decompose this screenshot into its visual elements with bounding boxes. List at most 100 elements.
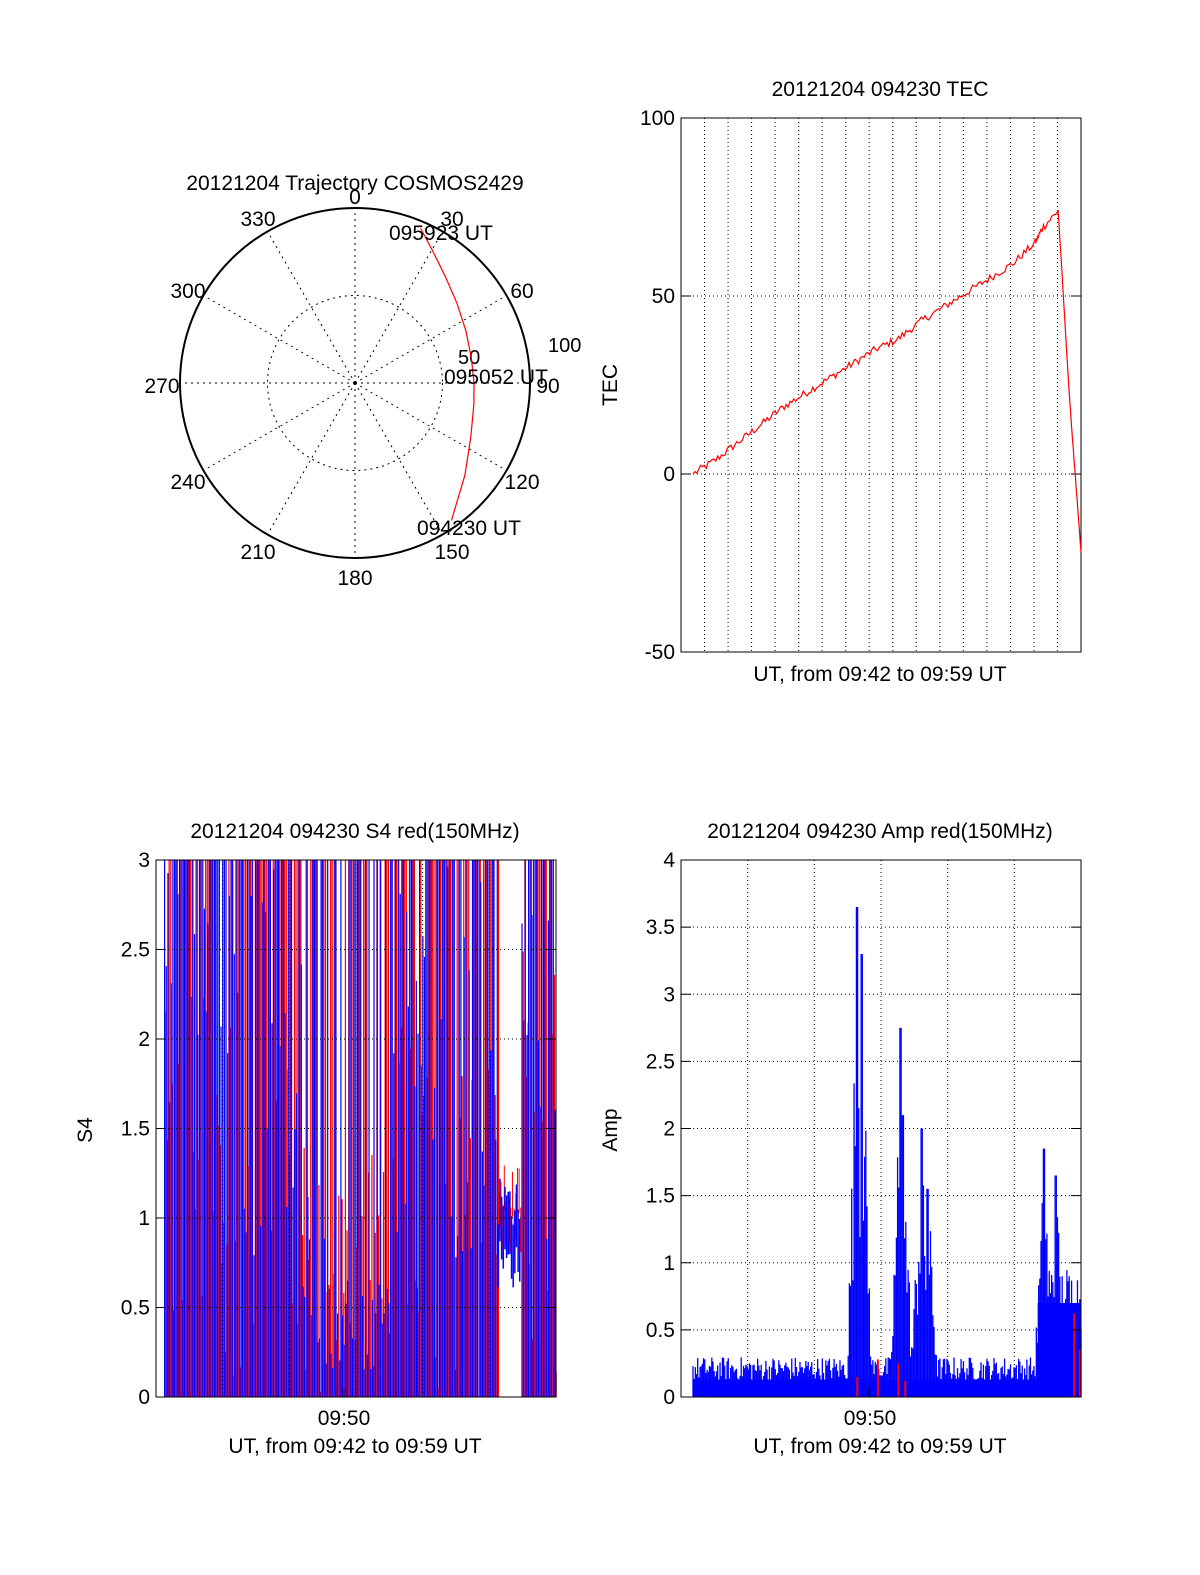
s4-blue-mark [260,1226,262,1397]
s4-blue-mark [350,860,352,1397]
s4-blue-mark [365,860,367,1397]
s4-blue-mark [333,860,335,1397]
s4-blue-mark [447,867,449,1397]
s4-blue-mark [371,1299,373,1397]
polar-grid-spoke [354,231,443,384]
s4-blue-mark [205,1011,207,1397]
polar-radius-label-100: 100 [548,335,581,357]
s4-blue-mark [185,860,187,1397]
s4-blue-mark [366,1354,368,1397]
s4-blue-mark [417,1033,419,1397]
polar-grid-spoke [203,295,356,384]
s4-red-mark [466,860,468,1397]
s4-blue-mark [178,860,181,1397]
tec-title: 20121204 094230 TEC [772,78,989,101]
polar-panel: 20121204 Trajectory COSMOS2429 0 30 60 90 12… [144,172,581,590]
s4-blue-mark [353,860,355,1397]
s4-blue-mark [277,860,280,1397]
y-tick-label: 0 [663,1386,675,1409]
s4-blue-mark [341,1315,344,1397]
polar-grid-spoke [354,295,507,384]
s4-red-mark [456,860,458,1397]
s4-yticks: 0 0.5 1 1.5 2 2.5 3 [121,849,556,1409]
polar-angle-label: 0 [349,186,361,209]
s4-blue-mark [483,1185,485,1397]
s4-blue-mark [495,1139,497,1397]
s4-blue-mark [475,860,477,1397]
s4-blue-mark [299,860,301,1397]
s4-blue-mark [245,1232,247,1397]
s4-red-mark [341,1199,343,1397]
s4-red-mark [497,860,500,1397]
s4-blue-mark [250,895,252,1397]
s4-blue-mark [243,1208,245,1397]
s4-blue-mark [490,1050,492,1397]
s4-blue-mark [348,860,350,1397]
trajectory-start-label: 094230 UT [417,517,521,540]
s4-red-mark [338,1195,340,1397]
s4-blue-mark [389,860,392,1397]
trajectory-end-label: 095923 UT [389,222,493,245]
s4-blue-mark [230,860,232,1397]
s4-blue-mark [370,1369,372,1397]
amp-panel: 20121204 094230 Amp red(150MHz) 0 0.5 1 1.5… [599,820,1082,1458]
s4-blue-mark [328,1288,330,1397]
s4-blue-mark [227,1053,229,1397]
s4-blue-mark [220,1026,222,1397]
polar-angle-label: 60 [510,280,533,303]
y-tick-label: 4 [663,849,675,872]
s4-blue-mark [281,860,283,1397]
s4-blue-mark [406,912,408,1397]
s4-blue-mark [168,1102,171,1397]
s4-red-mark [386,860,388,1397]
s4-red-mark [244,860,247,1397]
s4-blue-mark [419,860,421,1397]
s4-blue-mark [242,860,244,1397]
s4-blue-mark [496,860,498,1397]
s4-blue-mark [228,895,230,1397]
tec-yticks: -50 0 50 100 [640,107,1081,664]
s4-blue-mark [282,860,285,1397]
s4-blue-mark [437,860,439,1397]
s4-blue-mark [203,908,206,1397]
s4-blue-mark [305,860,307,1397]
s4-blue-mark [193,934,196,1397]
polar-title: 20121204 Trajectory COSMOS2429 [186,172,523,195]
polar-angle-label: 300 [170,280,205,303]
s4-red-mark [310,860,312,1397]
s4-blue-mark [420,1065,422,1397]
s4-blue-mark [165,966,167,1397]
s4-blue-mark [542,860,545,1397]
s4-red-mark [303,1147,305,1397]
s4-blue-mark [466,1182,469,1397]
s4-red-mark [323,860,325,1397]
s4-blue-mark [297,860,299,1397]
s4-blue-mark [402,860,405,1397]
y-tick-label: 3.5 [646,916,675,939]
s4-blue-mark [320,860,322,1397]
s4-red-mark [382,1171,385,1397]
s4-blue-mark [465,860,467,1397]
s4-blue-mark [225,860,227,1397]
s4-blue-mark [481,1151,484,1397]
s4-blue-mark [266,1128,268,1397]
s4-blue-mark [170,983,172,1397]
s4-blue-mark [255,860,257,1397]
s4-blue-mark [478,860,480,1397]
polar-angle-label: 180 [337,567,372,590]
s4-blue-mark [269,860,271,1397]
s4-grid [156,860,556,1397]
s4-blue-mark [493,860,495,1397]
s4-blue-mark [284,1012,286,1397]
polar-outer-circle [179,207,531,559]
s4-blue-mark [440,1019,442,1397]
s4-blue-mark [213,860,216,1397]
s4-blue-mark [327,860,329,1397]
s4-blue-mark [325,1363,327,1397]
s4-panel: 20121204 094230 S4 red(150MHz) 0 0.5 1 1.5 2… [74,820,557,1458]
s4-red-mark [293,860,295,1397]
amp-blue-floor [693,1379,1081,1397]
amp-yticks: 0 0.5 1 1.5 2 2.5 3 3.5 4 [646,849,1081,1409]
s4-blue-mark [381,1323,383,1397]
